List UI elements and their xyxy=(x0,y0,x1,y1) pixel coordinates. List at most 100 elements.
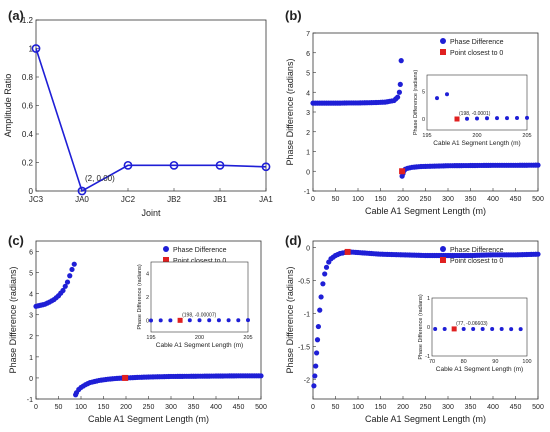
inset-closest-point xyxy=(454,116,460,122)
y-tick-label: 1 xyxy=(29,355,33,362)
phase-point xyxy=(60,287,66,294)
phase-point xyxy=(258,373,264,379)
y-tick-label: 0.6 xyxy=(22,102,34,111)
inset-x-tick-label: 205 xyxy=(243,335,252,341)
y-tick-label: 2 xyxy=(29,334,33,341)
y-tick-label: 0.2 xyxy=(22,159,34,168)
inset-y-tick-label: -1 xyxy=(425,354,430,360)
inset-point xyxy=(471,326,476,331)
inset-annotation: (77, -0.06603) xyxy=(456,321,488,327)
x-tick-label: 150 xyxy=(375,404,387,411)
x-tick-label: 300 xyxy=(442,196,454,203)
data-point xyxy=(169,160,179,170)
x-tick-label: JC3 xyxy=(29,195,44,204)
x-tick-label: JA1 xyxy=(259,195,273,204)
y-tick-label: 3 xyxy=(306,110,310,117)
inset-y-tick-label: 4 xyxy=(146,272,149,278)
legend-label: Phase Difference xyxy=(173,247,227,254)
panel-label: (c) xyxy=(8,233,24,248)
x-tick-label: 200 xyxy=(397,196,409,203)
legend-label: Point closest to 0 xyxy=(450,258,503,265)
x-tick-label: 450 xyxy=(233,404,245,411)
x-tick-label: 100 xyxy=(352,404,364,411)
inset-point xyxy=(435,96,439,101)
inset-x-tick-label: 195 xyxy=(146,335,155,341)
x-tick-label: 350 xyxy=(465,196,477,203)
inset-y-tick-label: 5 xyxy=(422,90,425,96)
inset-y-tick-label: 0 xyxy=(422,117,425,123)
inset-point xyxy=(236,318,241,323)
panel-a: (a) 0 0.2 0.4 0.6 0.8 1 1.2 JC3 JA0 JC2 JB2 JB1 JA1 Jo… xyxy=(3,8,273,218)
y-tick-label: -1 xyxy=(304,311,310,318)
inset-point xyxy=(149,318,153,323)
phase-point xyxy=(71,261,77,267)
legend-label: Phase Difference xyxy=(450,247,504,254)
x-tick-label: 300 xyxy=(165,404,177,411)
y-axis-label: Phase Difference (radians) xyxy=(285,59,295,166)
x-tick-label: 400 xyxy=(210,404,222,411)
phase-point xyxy=(318,294,324,300)
phase-point xyxy=(67,273,73,279)
y-tick-label: 3 xyxy=(29,313,33,320)
phase-point xyxy=(535,251,541,257)
closest-point xyxy=(399,168,406,175)
y-tick-label: 0 xyxy=(29,376,33,383)
phase-point xyxy=(62,283,68,289)
x-tick-label: 100 xyxy=(75,404,87,411)
panel-b: (b)0 50 100 150 200 250 300 350 400 450 500-101234… xyxy=(285,8,544,216)
data-point xyxy=(31,44,41,53)
x-tick-label: 400 xyxy=(487,196,499,203)
phase-point xyxy=(320,281,326,287)
x-tick-label: 250 xyxy=(143,404,155,411)
inset-point xyxy=(216,318,221,323)
inset-y-tick-label: 1 xyxy=(427,296,430,302)
closest-point xyxy=(344,248,351,255)
legend-marker-closest xyxy=(440,49,446,55)
phase-point xyxy=(313,363,319,369)
inset-x-tick-label: 90 xyxy=(492,359,498,365)
y-tick-label: 7 xyxy=(306,31,310,38)
inset-x-axis-label: Cable A1 Segment Length (m) xyxy=(433,140,520,147)
x-tick-label: 250 xyxy=(420,196,432,203)
inset-point xyxy=(509,327,514,332)
y-tick-label: 5 xyxy=(29,271,33,278)
x-axis-label: Joint xyxy=(141,208,161,218)
panel-label: (a) xyxy=(8,8,24,23)
inset-x-tick-label: 200 xyxy=(195,335,204,341)
x-tick-label: 100 xyxy=(352,196,364,203)
inset-annotation: (198, -0.0001) xyxy=(459,111,491,117)
x-tick-label: JB2 xyxy=(167,195,181,204)
inset: 195 200 205 0 5 Cable A1 Segment Length (m) Ph… xyxy=(413,70,532,147)
x-axis-label: Cable A1 Segment Length (m) xyxy=(365,414,486,424)
inset-point xyxy=(246,318,250,323)
phase-point xyxy=(311,383,317,389)
inset-point xyxy=(445,92,449,97)
phase-point xyxy=(395,94,401,100)
panel-label: (b) xyxy=(285,8,302,23)
legend-label: Point closest to 0 xyxy=(173,258,226,265)
inset-point xyxy=(475,116,479,121)
y-axis-label: Phase Difference (radians) xyxy=(285,267,295,374)
inset-point xyxy=(480,327,485,332)
x-tick-label: 200 xyxy=(120,404,132,411)
inset-frame xyxy=(426,74,528,131)
inset-x-tick-label: 200 xyxy=(472,133,481,139)
phase-point xyxy=(398,58,404,64)
inset-point xyxy=(168,318,173,323)
x-tick-label: 350 xyxy=(465,404,477,411)
y-tick-label: 0 xyxy=(29,187,34,196)
legend-marker-closest xyxy=(440,257,446,263)
inset-point xyxy=(490,327,495,332)
phase-point xyxy=(69,266,75,273)
inset-point xyxy=(518,327,523,332)
x-tick-label: 500 xyxy=(532,196,544,203)
inset-x-tick-label: 195 xyxy=(422,133,431,139)
x-tick-label: 200 xyxy=(397,404,409,411)
phase-point xyxy=(312,373,318,379)
x-tick-label: 50 xyxy=(55,404,63,411)
y-tick-label: 1.2 xyxy=(22,16,34,25)
inset-closest-point xyxy=(451,326,457,332)
phase-point xyxy=(315,323,321,330)
inset-closest-point xyxy=(177,317,183,323)
